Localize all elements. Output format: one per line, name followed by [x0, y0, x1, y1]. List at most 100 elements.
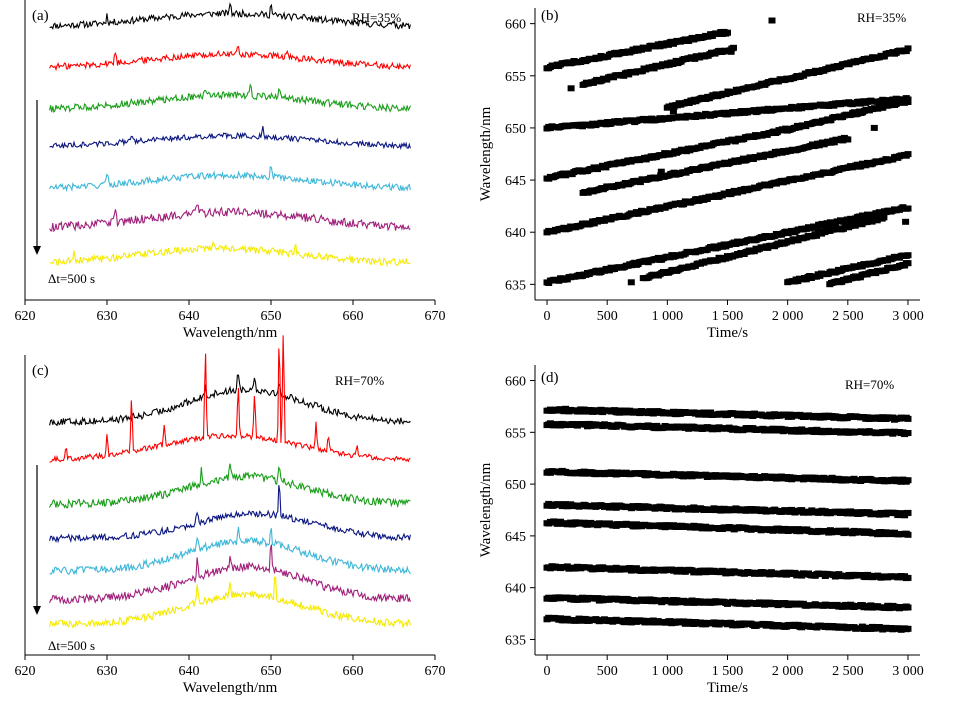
- x-tick-label: 660: [343, 664, 364, 679]
- y-tick-label: 660: [505, 375, 526, 390]
- data-point: [724, 29, 731, 36]
- x-axis-title: Wavelength/nm: [183, 680, 278, 696]
- x-tick-label: 0: [544, 664, 551, 679]
- y-tick-label: 640: [505, 582, 526, 597]
- chart-panel-b: 0 500 1 000 1 500 2 000 2 500 3 000 Time/s (b) RH…: [478, 8, 924, 341]
- x-tick-label: 640: [179, 309, 200, 324]
- data-point: [627, 279, 635, 286]
- x-axis-title: Time/s: [707, 325, 748, 341]
- x-tick-label: 2 500: [832, 309, 864, 324]
- data-point: [904, 205, 912, 212]
- y-tick-label: 655: [505, 70, 526, 85]
- data-point: [904, 430, 912, 436]
- x-tick-label: 2 000: [772, 664, 804, 679]
- x-tick-label: 1 500: [712, 309, 744, 324]
- y-tick-label: 655: [505, 426, 526, 441]
- x-tick-label: 500: [597, 309, 618, 324]
- data-point: [904, 531, 912, 538]
- spectrum-trace-4: [49, 126, 411, 151]
- time-step-label: Δt=500 s: [48, 271, 95, 286]
- time-step-label: Δt=500 s: [48, 638, 95, 653]
- spectrum-trace-7: [49, 240, 411, 267]
- y-tick-label: 645: [505, 530, 526, 545]
- data-point: [904, 604, 912, 611]
- data-point: [669, 108, 677, 115]
- data-point: [791, 229, 799, 236]
- y-tick-label: 650: [505, 122, 526, 137]
- x-tick-label: 3 000: [892, 309, 924, 324]
- data-point: [904, 509, 912, 516]
- x-tick-label: 660: [343, 309, 364, 324]
- x-tick-label: 670: [425, 664, 446, 679]
- data-point: [657, 168, 665, 175]
- data-point: [870, 124, 878, 131]
- panel-label: (a): [32, 8, 49, 24]
- y-tick-label: 635: [505, 278, 526, 293]
- x-tick-label: 1 500: [712, 664, 744, 679]
- data-point: [904, 415, 912, 422]
- rh-annotation: RH=70%: [845, 377, 894, 392]
- x-tick-label: 630: [97, 309, 118, 324]
- spectrum-trace-1: [49, 374, 411, 427]
- x-tick-label: 2 000: [772, 309, 804, 324]
- time-arrow-head: [33, 606, 41, 615]
- x-tick-label: 1 000: [652, 309, 684, 324]
- x-tick-label: 1 000: [652, 664, 684, 679]
- rh-annotation: RH=70%: [335, 373, 384, 388]
- data-point: [880, 214, 888, 221]
- data-point: [904, 151, 912, 158]
- spectrum-trace-1: [49, 2, 411, 31]
- panel-label: (d): [541, 370, 559, 386]
- x-tick-label: 670: [425, 309, 446, 324]
- chart-panel-d: 0 500 1 000 1 500 2 000 2 500 3 000 Time/s (d) RH…: [478, 365, 924, 696]
- rh-annotation: RH=35%: [352, 10, 401, 25]
- x-tick-label: 0: [544, 309, 551, 324]
- chart-panel-a: 620 630 640 650 660 670 Wavelength/nm (a) RH=35%…: [15, 0, 446, 341]
- data-point: [768, 17, 776, 24]
- spectrum-trace-3: [49, 83, 411, 114]
- chart-panel-c: 620 630 640 650 660 670 Wavelength/nm (c) RH=70%…: [15, 335, 446, 696]
- y-tick-label: 640: [505, 226, 526, 241]
- data-point: [902, 218, 910, 225]
- x-axis-title: Time/s: [707, 680, 748, 696]
- panel-label: (c): [32, 363, 49, 379]
- x-tick-label: 620: [15, 309, 36, 324]
- data-point: [567, 85, 575, 92]
- x-tick-label: 640: [179, 664, 200, 679]
- rh-annotation: RH=35%: [857, 10, 906, 25]
- spectrum-trace-5: [49, 166, 411, 193]
- spectrum-trace-6: [49, 204, 411, 233]
- data-point: [904, 252, 912, 259]
- x-tick-label: 2 500: [832, 664, 864, 679]
- x-tick-label: 650: [261, 664, 282, 679]
- spectrum-trace-2: [49, 45, 411, 72]
- data-point: [904, 260, 912, 267]
- x-tick-label: 630: [97, 664, 118, 679]
- spectrum-trace-4: [49, 485, 411, 544]
- spectrum-trace-7: [49, 576, 411, 630]
- x-tick-label: 620: [15, 664, 36, 679]
- spectrum-trace-6: [49, 544, 411, 605]
- x-tick-label: 500: [597, 664, 618, 679]
- y-axis-title: Wavelength/nm: [478, 106, 494, 201]
- data-point: [904, 625, 912, 632]
- x-tick-label: 3 000: [892, 664, 924, 679]
- y-axis-title: Wavelength/nm: [478, 462, 494, 557]
- time-arrow-head: [33, 246, 41, 255]
- y-tick-label: 650: [505, 478, 526, 493]
- data-point: [904, 45, 912, 52]
- spectrum-trace-5: [49, 526, 411, 576]
- data-point: [904, 574, 912, 581]
- data-point: [904, 477, 912, 484]
- x-tick-label: 650: [261, 309, 282, 324]
- spectrum-trace-3: [49, 463, 411, 509]
- data-point: [730, 44, 737, 51]
- y-tick-label: 645: [505, 174, 526, 189]
- y-tick-label: 635: [505, 633, 526, 648]
- x-axis-title: Wavelength/nm: [183, 325, 278, 341]
- panel-label: (b): [541, 8, 559, 24]
- data-point: [904, 99, 912, 105]
- y-tick-label: 660: [505, 18, 526, 33]
- data-point: [727, 48, 735, 55]
